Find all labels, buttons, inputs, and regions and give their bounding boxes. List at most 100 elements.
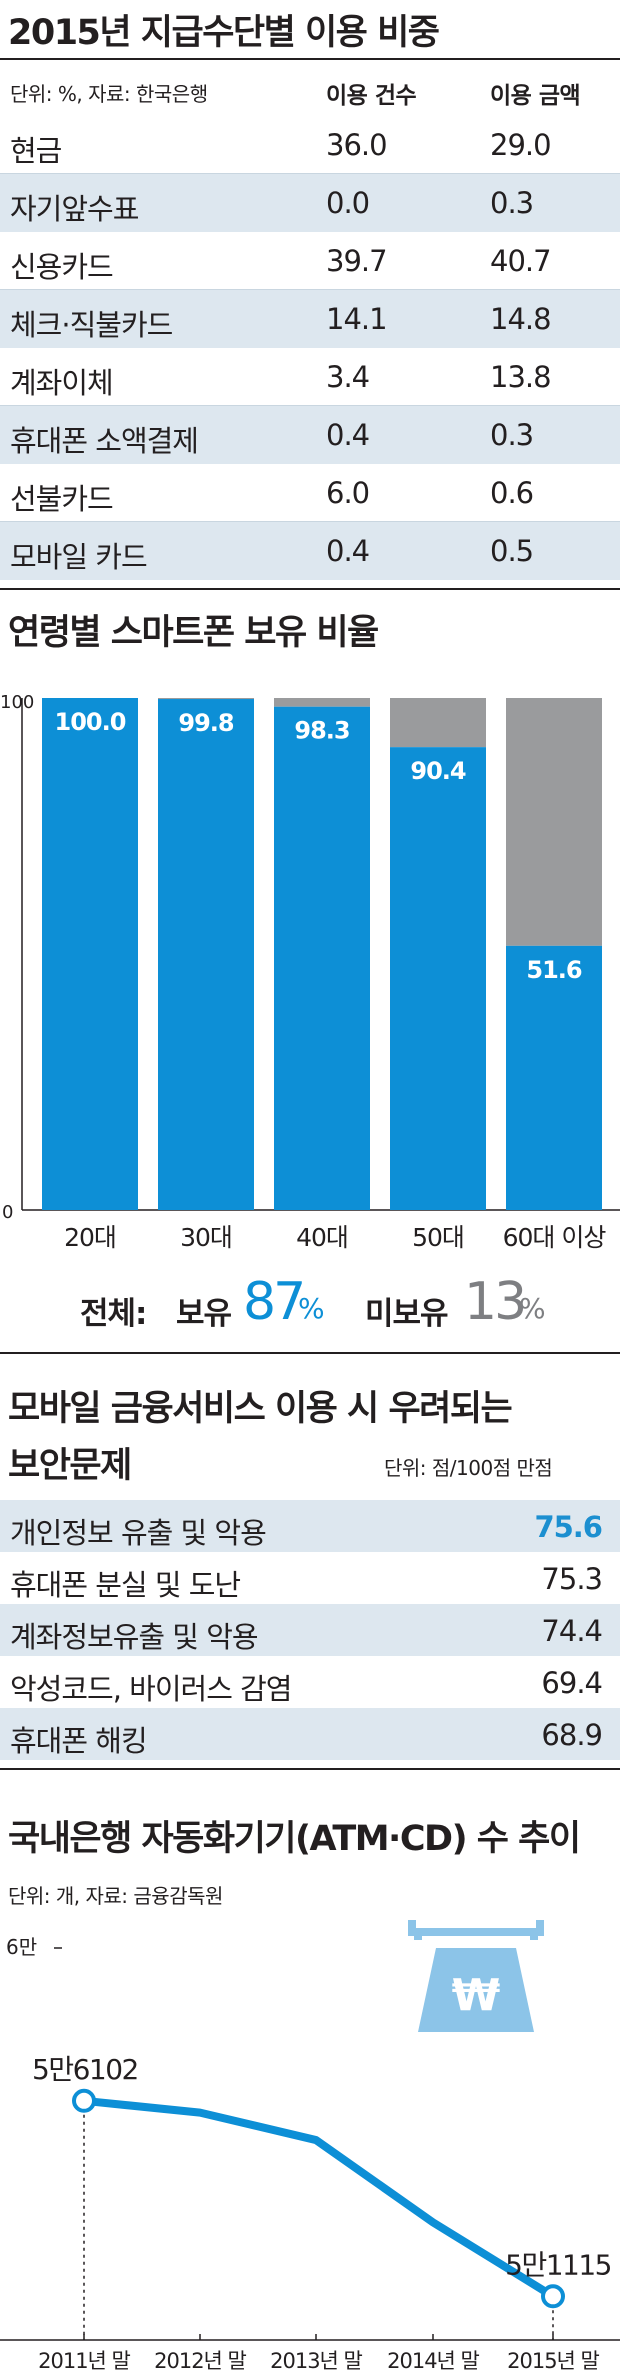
x-tick-label: 60대 이상 [503,1223,607,1252]
table-row: 현금 36.0 29.0 [0,116,620,174]
bar-not-owned [274,698,370,707]
row-amount: 13.8 [490,360,552,394]
row-value: 75.6 [534,1510,603,1544]
section-divider [0,588,620,590]
row-count: 36.0 [326,128,388,162]
row-label: 신용카드 [10,250,114,284]
ownership-bar-chart: 100 0 100.0 20대 99.8 30대 98.3 40대 90.4 50대 51.6 60대… [0,692,620,1252]
table1-title: 2015년 지급수단별 이용 비중 [8,13,440,53]
table-row: 체크·직불카드 14.1 14.8 [0,290,620,348]
y-tick-label: 0 [2,1202,13,1223]
chart2-title: 연령별 스마트폰 보유 비율 [8,613,379,653]
row-value: 75.3 [541,1562,603,1596]
bar-data-label: 90.4 [410,757,466,785]
point-annotation: 5만6102 [32,2053,138,2086]
table-row: 선불카드 6.0 0.6 [0,464,620,522]
row-count: 0.4 [326,418,370,452]
table1-header: 단위: %, 자료: 한국은행 이용 건수 이용 금액 [0,64,620,114]
x-tick-label: 50대 [412,1223,464,1252]
row-amount: 0.5 [490,534,534,568]
series-line [83,2096,556,2300]
table3-title: 모바일 금융서비스 이용 시 우려되는 [8,1389,513,1429]
row-count: 0.0 [326,186,370,220]
point-annotation: 5만1115 [505,2248,611,2281]
bar-not-owned [390,698,486,748]
row-amount: 0.3 [490,186,534,220]
row-amount: 14.8 [490,302,552,336]
row-count: 14.1 [326,302,388,336]
x-tick-label: 2011년 말 [38,2349,130,2372]
row-label: 현금 [10,134,62,168]
table3-unit: 단위: 점/100점 만점 [384,1456,553,1480]
atm-line-chart: 6만 ₩2011년 말 2012년 말 2013년 말 2014년 말 2015년 말 5만… [0,1920,620,2372]
row-value: 74.4 [541,1614,603,1648]
row-amount: 0.3 [490,418,534,452]
row-label: 휴대폰 소액결제 [10,424,199,458]
table-row: 계좌이체 3.4 13.8 [0,348,620,406]
bar-not-owned [506,698,602,946]
row-count: 0.4 [326,534,370,568]
row-label: 체크·직불카드 [10,308,173,342]
data-point [541,2284,565,2309]
x-tick-label: 20대 [64,1223,116,1252]
table-row: 개인정보 유출 및 악용 75.6 [0,1500,620,1552]
row-label: 휴대폰 분실 및 도난 [10,1568,241,1602]
bar-data-label: 51.6 [526,956,582,984]
row-label: 악성코드, 바이러스 감염 [10,1672,292,1706]
table-row: 휴대폰 소액결제 0.4 0.3 [0,406,620,464]
row-label: 모바일 카드 [10,540,148,574]
atm-won-icon: ₩ [408,1920,544,2032]
bar-data-label: 98.3 [294,717,349,745]
row-count: 3.4 [326,360,370,394]
bar-owned [42,698,138,1210]
table-row: 계좌정보유출 및 악용 74.4 [0,1604,620,1656]
table1-source: 단위: %, 자료: 한국은행 [10,82,208,106]
totals-non-value: 13 [464,1272,527,1332]
row-label: 개인정보 유출 및 악용 [10,1516,267,1550]
row-label: 선불카드 [10,482,114,516]
x-tick-label: 2014년 말 [387,2349,479,2372]
table1-col-amount: 이용 금액 [490,83,581,109]
totals-own-unit: % [298,1292,325,1325]
chart4-title: 국내은행 자동화기기(ATM·CD) 수 추이 [8,1819,581,1859]
section-divider [0,1352,620,1354]
table1-top-divider [0,58,620,60]
bar-owned [506,945,602,1210]
x-tick-label: 2013년 말 [270,2349,362,2372]
table-row: 모바일 카드 0.4 0.5 [0,522,620,580]
x-tick-label: 2015년 말 [507,2349,599,2372]
bar-data-label: 99.8 [178,709,234,737]
table-row: 휴대폰 해킹 68.9 [0,1708,620,1760]
bar-data-label: 100.0 [55,708,126,736]
section-divider [0,1768,620,1770]
table1-col-count: 이용 건수 [326,83,417,109]
row-amount: 40.7 [490,244,552,278]
data-point [72,2088,96,2113]
row-value: 68.9 [541,1718,603,1752]
table3-title-line2: 보안문제 [8,1446,132,1486]
totals-label: 전체: [80,1296,147,1332]
totals-own-label: 보유 [176,1296,232,1332]
totals-own-value: 87 [243,1272,306,1332]
row-count: 6.0 [326,476,370,510]
y-tick-label: 6만 [6,1935,37,1959]
row-label: 자기앞수표 [10,192,139,226]
row-value: 69.4 [541,1666,603,1700]
table-row: 휴대폰 분실 및 도난 75.3 [0,1552,620,1604]
svg-text:₩: ₩ [452,1970,501,2021]
bar-not-owned [158,698,254,700]
bar-owned [158,699,254,1210]
y-tick-label: 100 [0,692,34,713]
row-label: 계좌정보유출 및 악용 [10,1620,259,1654]
x-tick-label: 30대 [180,1223,232,1252]
ownership-totals: 전체: 보유 87 % 미보유 13 % [0,1268,620,1338]
table-row: 자기앞수표 0.0 0.3 [0,174,620,232]
row-amount: 0.6 [490,476,534,510]
x-tick-label: 2012년 말 [154,2349,246,2372]
bar-owned [390,747,486,1210]
table-row: 악성코드, 바이러스 감염 69.4 [0,1656,620,1708]
chart4-source: 단위: 개, 자료: 금융감독원 [8,1884,223,1908]
table-row: 신용카드 39.7 40.7 [0,232,620,290]
row-count: 39.7 [326,244,388,278]
totals-non-unit: % [519,1292,546,1325]
